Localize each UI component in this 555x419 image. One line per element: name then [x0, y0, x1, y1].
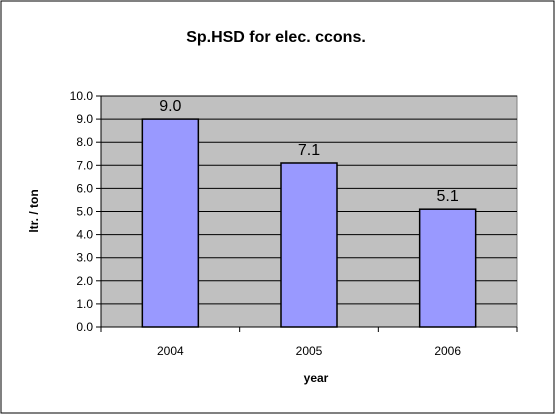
data-label: 7.1: [298, 142, 320, 159]
y-tick-label: 4.0: [76, 228, 93, 242]
y-tick-label: 10.0: [70, 89, 94, 103]
y-tick-label: 5.0: [76, 205, 93, 219]
bar-2006: [418, 208, 477, 328]
labels: 0.0 1.0 2.0 3.0 4.0 5.0 6.0 7.0 8.0 9.0 10.0 2004 9.…: [70, 89, 462, 358]
y-tick-label: 0.0: [76, 320, 93, 334]
y-tick-label: 1.0: [76, 297, 93, 311]
x-axis-title: year: [304, 371, 329, 385]
data-label: 9.0: [159, 98, 181, 115]
y-tick-label: 8.0: [76, 135, 93, 149]
y-tick-label: 3.0: [76, 251, 93, 265]
x-tick-label: 2005: [296, 344, 323, 358]
y-tick-label: 9.0: [76, 112, 93, 126]
data-label: 5.1: [437, 188, 459, 205]
x-tick-label: 2006: [434, 344, 461, 358]
axes: [96, 95, 518, 332]
chart-title: Sp.HSD for elec. ccons.: [186, 29, 366, 46]
y-tick-label: 2.0: [76, 274, 93, 288]
x-tick-label: 2004: [157, 344, 184, 358]
y-tick-label: 7.0: [76, 158, 93, 172]
y-axis-title: ltr. / ton: [27, 189, 41, 232]
bar-2005: [280, 162, 338, 328]
bar-2004: [141, 118, 200, 328]
y-tick-label: 6.0: [76, 181, 93, 195]
